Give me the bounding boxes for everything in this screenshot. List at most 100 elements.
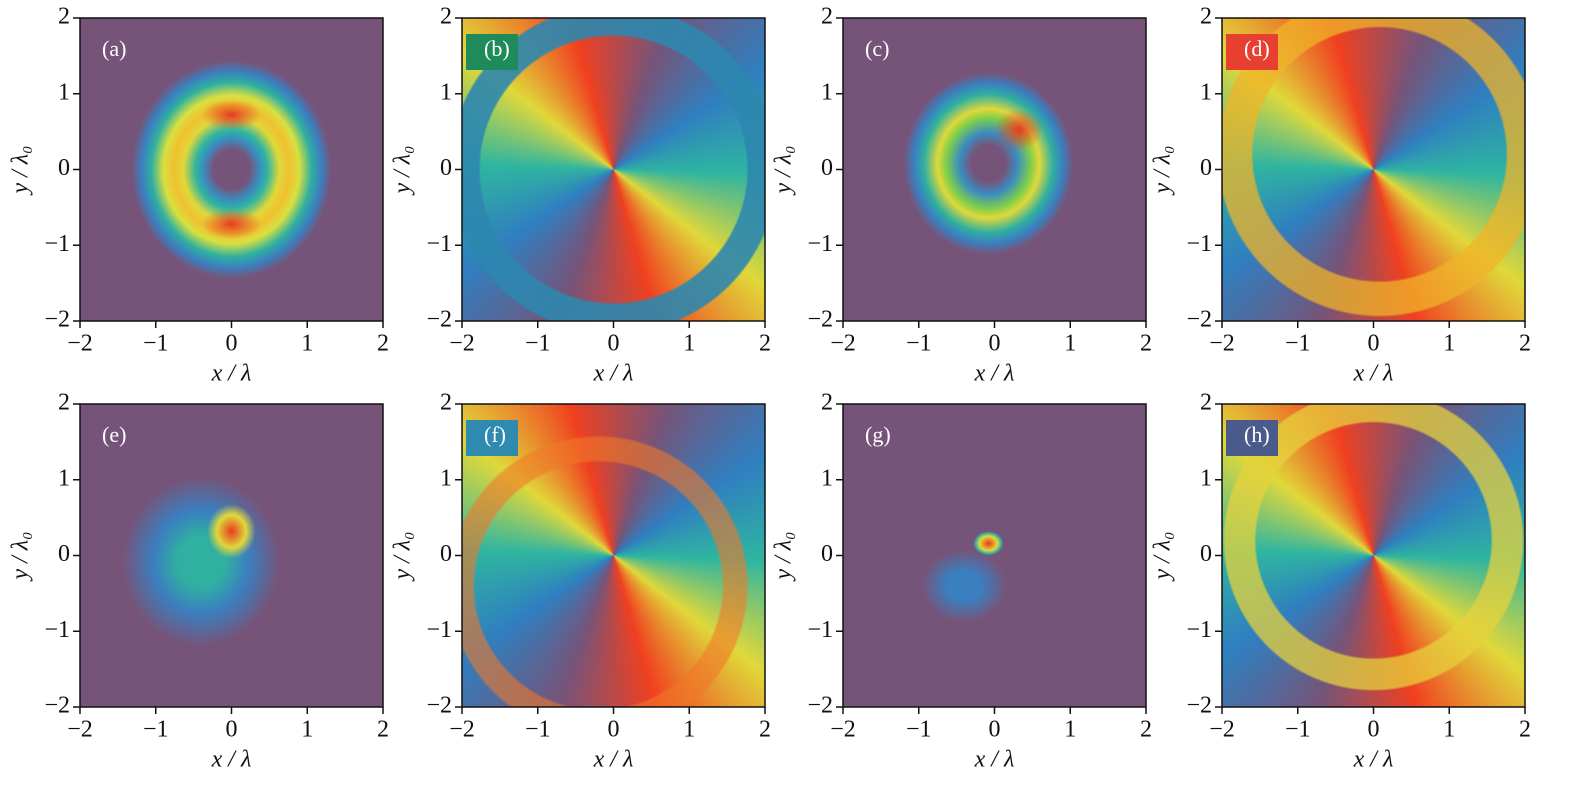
x-tick-label: 0: [608, 331, 620, 357]
y-axis-label: y / λ₀: [8, 145, 34, 195]
y-tick-label: 0: [440, 155, 452, 181]
x-tick-label: 0: [226, 717, 238, 743]
y-tick-label: −1: [807, 617, 833, 643]
x-tick-label: 2: [377, 331, 389, 357]
y-tick-label: −1: [1186, 617, 1212, 643]
y-axis-label: y / λ₀: [771, 145, 797, 195]
y-tick-label: −1: [426, 231, 452, 257]
plot-frame: [79, 403, 384, 708]
y-tick-label: 1: [821, 465, 833, 491]
label-box: [1226, 34, 1278, 70]
label-box: [466, 420, 518, 456]
x-tick-label: −2: [1209, 717, 1235, 743]
x-tick-label: −1: [1285, 717, 1311, 743]
x-tick-label: −2: [830, 331, 856, 357]
x-axis-label: x / λ: [974, 747, 1015, 773]
y-tick-label: 1: [440, 465, 452, 491]
panel-label: (c): [865, 36, 889, 61]
x-tick-label: −1: [143, 331, 169, 357]
y-tick-label: 0: [1200, 155, 1212, 181]
y-tick-label: −2: [807, 693, 833, 719]
y-tick-label: −2: [807, 307, 833, 333]
field-image: [843, 404, 1146, 707]
x-tick-label: −2: [830, 717, 856, 743]
y-tick-label: 2: [1200, 390, 1212, 416]
y-tick-label: −1: [44, 617, 70, 643]
y-axis-label: y / λ₀: [390, 531, 416, 581]
y-tick-label: 1: [58, 465, 70, 491]
y-tick-label: 0: [58, 155, 70, 181]
x-tick-label: 2: [759, 717, 771, 743]
y-tick-label: −2: [44, 307, 70, 333]
y-tick-label: −2: [426, 307, 452, 333]
label-box: [1226, 420, 1278, 456]
y-tick-label: 1: [58, 79, 70, 105]
x-tick-label: 2: [1519, 717, 1531, 743]
x-tick-label: 2: [1140, 331, 1152, 357]
x-tick-label: 0: [1368, 717, 1380, 743]
y-tick-label: −2: [426, 693, 452, 719]
y-tick-label: 1: [821, 79, 833, 105]
field-image: [80, 404, 383, 707]
x-tick-label: 1: [301, 717, 313, 743]
y-tick-label: 0: [58, 541, 70, 567]
x-tick-label: 2: [1519, 331, 1531, 357]
y-tick-label: −2: [1186, 307, 1212, 333]
x-tick-label: −1: [143, 717, 169, 743]
y-tick-label: 0: [1200, 541, 1212, 567]
y-axis-label: y / λ₀: [390, 145, 416, 195]
x-axis-label: x / λ: [211, 361, 252, 387]
x-tick-label: −1: [906, 717, 932, 743]
y-axis-label: y / λ₀: [1150, 531, 1176, 581]
x-tick-label: 1: [301, 331, 313, 357]
y-tick-label: 2: [440, 4, 452, 30]
x-tick-label: −2: [1209, 331, 1235, 357]
x-tick-label: 1: [1064, 717, 1076, 743]
y-tick-label: −1: [1186, 231, 1212, 257]
y-axis-label: y / λ₀: [8, 531, 34, 581]
x-tick-label: 1: [1443, 717, 1455, 743]
y-tick-label: −1: [44, 231, 70, 257]
y-tick-label: 2: [821, 390, 833, 416]
plot-frame: [842, 403, 1147, 708]
panel-label: (h): [1244, 422, 1270, 447]
panel-label: (e): [102, 422, 126, 447]
x-tick-label: −1: [525, 331, 551, 357]
y-axis-label: y / λ₀: [771, 531, 797, 581]
x-tick-label: 2: [1140, 717, 1152, 743]
y-tick-label: 1: [440, 79, 452, 105]
field-image: [843, 18, 1146, 321]
plot-frame: [79, 17, 384, 322]
x-tick-label: 0: [989, 331, 1001, 357]
y-tick-label: 2: [58, 4, 70, 30]
y-tick-label: 0: [821, 541, 833, 567]
panel-label: (b): [484, 36, 510, 61]
y-tick-label: 1: [1200, 79, 1212, 105]
y-tick-label: 0: [821, 155, 833, 181]
x-tick-label: −2: [67, 331, 93, 357]
x-tick-label: 0: [226, 331, 238, 357]
plot-frame: [842, 17, 1147, 322]
y-tick-label: 2: [1200, 4, 1212, 30]
x-axis-label: x / λ: [593, 747, 634, 773]
y-axis-label: y / λ₀: [1150, 145, 1176, 195]
y-tick-label: 2: [821, 4, 833, 30]
x-tick-label: 1: [1064, 331, 1076, 357]
panel-label: (g): [865, 422, 891, 447]
x-axis-label: x / λ: [1353, 361, 1394, 387]
panel-label: (a): [102, 36, 126, 61]
x-tick-label: −2: [449, 331, 475, 357]
y-tick-label: 2: [58, 390, 70, 416]
y-tick-label: −1: [426, 617, 452, 643]
x-tick-label: −2: [67, 717, 93, 743]
y-tick-label: −2: [1186, 693, 1212, 719]
x-tick-label: −1: [906, 331, 932, 357]
x-tick-label: −2: [449, 717, 475, 743]
x-tick-label: 1: [1443, 331, 1455, 357]
x-tick-label: −1: [1285, 331, 1311, 357]
x-tick-label: −1: [525, 717, 551, 743]
x-tick-label: 0: [608, 717, 620, 743]
x-axis-label: x / λ: [1353, 747, 1394, 773]
